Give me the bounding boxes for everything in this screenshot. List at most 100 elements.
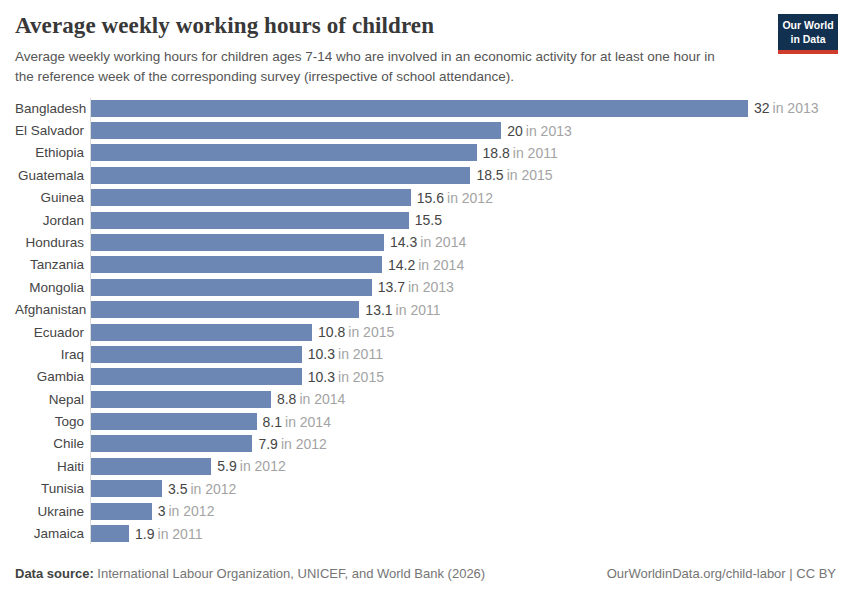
year-label: in 2013: [408, 279, 454, 295]
bar[interactable]: [90, 122, 501, 139]
bar-row: Bangladesh 32 in 2013: [15, 97, 850, 119]
bar[interactable]: [90, 368, 302, 385]
value-label: 3.5: [168, 481, 187, 497]
bar-area: 15.6 in 2012: [90, 187, 850, 209]
value-label: 10.8: [318, 324, 345, 340]
value-label: 10.3: [308, 369, 335, 385]
bar-area: 14.3 in 2014: [90, 231, 850, 253]
bar-area: 18.8 in 2011: [90, 142, 850, 164]
bar-row: Tunisia 3.5 in 2012: [15, 478, 850, 500]
country-label: Tunisia: [15, 481, 84, 496]
bar-area: 13.1 in 2011: [90, 298, 850, 320]
bar[interactable]: [90, 435, 252, 452]
chart-rows: Bangladesh 32 in 2013 El Salvador 20 in …: [15, 97, 850, 545]
bar[interactable]: [90, 458, 211, 475]
country-label: Gambia: [15, 369, 84, 384]
year-label: in 2014: [285, 414, 331, 430]
year-label: in 2013: [526, 123, 572, 139]
bar-area: 32 in 2013: [90, 97, 850, 119]
value-label: 5.9: [217, 458, 236, 474]
bar[interactable]: [90, 144, 477, 161]
bar-area: 8.8 in 2014: [90, 388, 850, 410]
bar-row: El Salvador 20 in 2013: [15, 119, 850, 141]
value-label: 15.6: [417, 190, 444, 206]
country-label: Afghanistan: [15, 302, 84, 317]
bar-area: 3 in 2012: [90, 500, 850, 522]
country-label: Tanzania: [15, 257, 84, 272]
country-label: Togo: [15, 414, 84, 429]
bar[interactable]: [90, 189, 411, 206]
bar-row: Ethiopia 18.8 in 2011: [15, 142, 850, 164]
bar-area: 1.9 in 2011: [90, 522, 850, 544]
bar-row: Afghanistan 13.1 in 2011: [15, 298, 850, 320]
bar-row: Honduras 14.3 in 2014: [15, 231, 850, 253]
country-label: Iraq: [15, 347, 84, 362]
country-label: Honduras: [15, 235, 84, 250]
bar[interactable]: [90, 503, 152, 520]
value-label: 7.9: [258, 436, 277, 452]
value-label: 13.1: [365, 302, 392, 318]
bar-row: Iraq 10.3 in 2011: [15, 343, 850, 365]
bar-row: Nepal 8.8 in 2014: [15, 388, 850, 410]
bar-area: 18.5 in 2015: [90, 164, 850, 186]
bar-area: 10.3 in 2015: [90, 366, 850, 388]
y-axis-line: [90, 98, 91, 544]
bar[interactable]: [90, 525, 129, 542]
bar-row: Guinea 15.6 in 2012: [15, 187, 850, 209]
bar[interactable]: [90, 480, 162, 497]
year-label: in 2015: [507, 167, 553, 183]
owid-logo: Our World in Data: [778, 14, 838, 54]
bar-row: Guatemala 18.5 in 2015: [15, 164, 850, 186]
bar[interactable]: [90, 256, 382, 273]
country-label: Haiti: [15, 459, 84, 474]
bar[interactable]: [90, 301, 359, 318]
bar[interactable]: [90, 212, 409, 229]
value-label: 10.3: [308, 346, 335, 362]
bar[interactable]: [90, 413, 257, 430]
bar-area: 13.7 in 2013: [90, 276, 850, 298]
bar[interactable]: [90, 279, 372, 296]
value-label: 18.8: [483, 145, 510, 161]
bar[interactable]: [90, 167, 470, 184]
bar[interactable]: [90, 100, 748, 117]
value-label: 20: [507, 123, 523, 139]
year-label: in 2012: [168, 503, 214, 519]
bar-area: 10.8 in 2015: [90, 321, 850, 343]
country-label: Guatemala: [15, 168, 84, 183]
chart-page: Average weekly working hours of children…: [0, 0, 850, 600]
value-label: 14.2: [388, 257, 415, 273]
bar-row: Chile 7.9 in 2012: [15, 433, 850, 455]
bar-area: 14.2 in 2014: [90, 254, 850, 276]
bar[interactable]: [90, 346, 302, 363]
year-label: in 2015: [348, 324, 394, 340]
value-label: 15.5: [415, 212, 442, 228]
license-link[interactable]: OurWorldinData.org/child-labor | CC BY: [607, 566, 836, 581]
bar[interactable]: [90, 324, 312, 341]
value-label: 8.1: [263, 414, 282, 430]
chart-header: Average weekly working hours of children…: [0, 0, 850, 87]
data-source: Data source: International Labour Organi…: [15, 566, 485, 581]
year-label: in 2014: [418, 257, 464, 273]
page-title: Average weekly working hours of children: [15, 13, 835, 39]
bar-area: 7.9 in 2012: [90, 433, 850, 455]
value-label: 8.8: [277, 391, 296, 407]
bar-row: Togo 8.1 in 2014: [15, 410, 850, 432]
bar[interactable]: [90, 391, 271, 408]
data-source-text: International Labour Organization, UNICE…: [94, 566, 485, 581]
bar-area: 20 in 2013: [90, 119, 850, 141]
year-label: in 2014: [420, 234, 466, 250]
value-label: 1.9: [135, 526, 154, 542]
chart-subtitle: Average weekly working hours for childre…: [15, 47, 727, 87]
owid-logo-line2: in Data: [782, 33, 834, 47]
country-label: Jordan: [15, 213, 84, 228]
bar[interactable]: [90, 234, 384, 251]
year-label: in 2011: [338, 346, 383, 362]
bar-area: 8.1 in 2014: [90, 410, 850, 432]
year-label: in 2012: [240, 458, 286, 474]
value-label: 18.5: [476, 167, 503, 183]
country-label: Guinea: [15, 190, 84, 205]
year-label: in 2011: [158, 526, 203, 542]
bar-chart: Bangladesh 32 in 2013 El Salvador 20 in …: [15, 97, 850, 545]
value-label: 13.7: [378, 279, 405, 295]
data-source-prefix: Data source:: [15, 566, 94, 581]
